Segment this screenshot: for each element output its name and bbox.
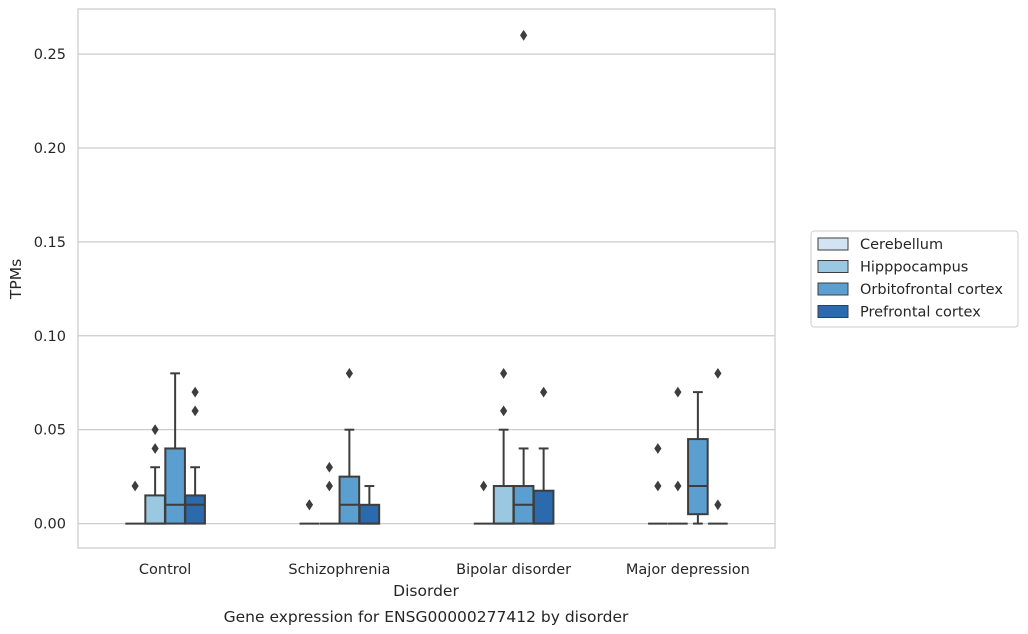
outlier-point	[131, 480, 139, 492]
outlier-point	[305, 499, 313, 511]
legend-swatch	[817, 282, 849, 296]
outlier-point	[345, 367, 353, 379]
box-body	[358, 503, 381, 525]
legend-swatch	[817, 260, 849, 273]
outlier-point	[151, 443, 159, 454]
outlier-point	[151, 424, 159, 436]
legend-frame	[810, 230, 1019, 328]
box	[708, 367, 728, 525]
box	[648, 443, 668, 525]
legend: Cerebellum Hipppocampus Orbitofrontal cort…	[810, 230, 1019, 328]
box	[125, 480, 145, 525]
x-tick-label: Bipolar disorder	[456, 562, 571, 578]
x-axis-label: Disorder	[393, 582, 459, 600]
box	[184, 386, 206, 525]
x-tick-label: Major depression	[626, 562, 750, 578]
y-tick-label: 0.15	[34, 235, 66, 251]
y-tick-label: 0.10	[34, 329, 66, 345]
legend-label: Hipppocampus	[860, 260, 968, 276]
legend-label: Orbitofrontal cortex	[860, 282, 1003, 298]
outlier-point	[191, 405, 199, 417]
box-body	[532, 489, 555, 525]
outlier-point	[540, 386, 548, 398]
y-axis-label: TPMs	[7, 259, 25, 300]
chart-caption: Gene expression for ENSG00000277412 by d…	[224, 608, 629, 626]
legend-swatch	[817, 237, 849, 251]
legend-swatch	[817, 305, 849, 318]
outlier-point	[674, 480, 682, 492]
outlier-point	[520, 29, 528, 41]
x-tick-label: Schizophrenia	[288, 562, 390, 578]
legend-label: Prefrontal cortex	[860, 305, 981, 321]
box	[687, 391, 709, 525]
box	[473, 480, 494, 525]
category-group	[125, 372, 206, 525]
box	[532, 386, 555, 525]
outlier-point	[325, 480, 333, 492]
x-tick-labels: Control Schizophrenia Bipolar disorder Majo…	[139, 562, 750, 578]
plot-frame	[77, 8, 776, 549]
category-group	[473, 29, 555, 525]
outlier-point	[714, 499, 722, 511]
box	[492, 367, 515, 525]
outlier-point	[654, 480, 662, 492]
box	[144, 424, 166, 525]
outlier-point	[500, 367, 508, 379]
box-body	[687, 438, 709, 516]
box-body	[164, 447, 186, 525]
box	[358, 485, 381, 525]
box-body	[492, 485, 515, 525]
y-tick-label: 0.05	[34, 423, 66, 439]
outlier-point	[191, 386, 199, 398]
outlier-point	[674, 386, 682, 398]
outlier-point	[480, 480, 488, 492]
outlier-point	[654, 443, 662, 454]
legend-label: Cerebellum	[860, 237, 943, 253]
box	[512, 29, 535, 525]
box	[668, 386, 688, 525]
box-body	[144, 494, 166, 525]
x-tick-label: Control	[139, 562, 191, 578]
category-group	[648, 367, 728, 525]
box	[338, 367, 361, 525]
y-tick-label: 0.00	[34, 517, 66, 533]
y-tick-label: 0.20	[34, 141, 66, 157]
outlier-point	[714, 367, 722, 379]
y-tick-label: 0.25	[34, 47, 66, 63]
box	[319, 461, 340, 525]
category-group	[299, 367, 381, 525]
box-body	[338, 475, 361, 525]
y-tick-labels: 0.00 0.05 0.10 0.15 0.20 0.25	[34, 47, 66, 533]
outlier-point	[500, 405, 508, 417]
outlier-point	[325, 461, 333, 473]
box-groups	[125, 29, 728, 525]
box-body	[184, 494, 206, 525]
box	[299, 499, 320, 525]
box	[164, 372, 186, 525]
